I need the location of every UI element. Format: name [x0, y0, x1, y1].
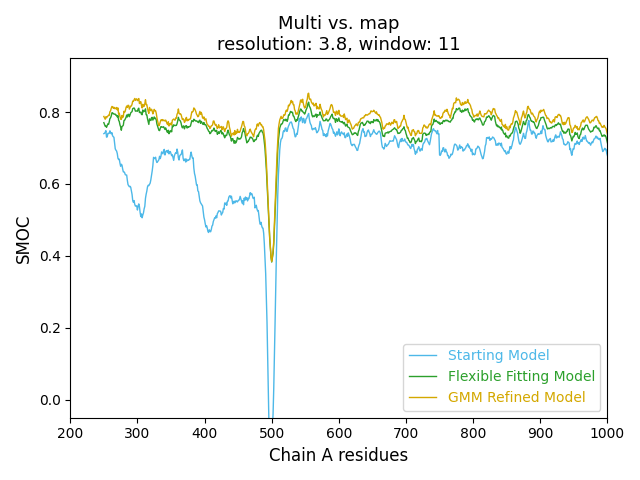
Flexible Fitting Model [305, 99, 312, 105]
GMM Refined Model [602, 125, 609, 131]
Flexible Fitting Model [100, 120, 108, 126]
GMM Refined Model [460, 102, 467, 108]
Flexible Fitting Model [460, 109, 467, 115]
Flexible Fitting Model [604, 140, 611, 146]
Title: Multi vs. map
resolution: 3.8, window: 11: Multi vs. map resolution: 3.8, window: 1… [217, 15, 461, 54]
Flexible Fitting Model [602, 132, 609, 138]
X-axis label: Chain A residues: Chain A residues [269, 447, 408, 465]
Line: Starting Model: Starting Model [104, 113, 607, 429]
Legend: Starting Model, Flexible Fitting Model, GMM Refined Model: Starting Model, Flexible Fitting Model, … [403, 344, 600, 411]
Starting Model [100, 131, 108, 136]
Flexible Fitting Model [268, 259, 276, 265]
Starting Model [602, 147, 609, 153]
Starting Model [305, 110, 312, 116]
Starting Model [178, 150, 186, 156]
Flexible Fitting Model [324, 118, 332, 124]
Line: Flexible Fitting Model: Flexible Fitting Model [104, 102, 607, 262]
Starting Model [398, 135, 406, 141]
Flexible Fitting Model [178, 123, 186, 129]
GMM Refined Model [604, 132, 611, 137]
GMM Refined Model [479, 114, 486, 120]
Starting Model [324, 133, 332, 139]
Starting Model [460, 148, 467, 154]
Starting Model [604, 153, 611, 158]
GMM Refined Model [398, 119, 406, 124]
Line: GMM Refined Model: GMM Refined Model [104, 93, 607, 261]
GMM Refined Model [100, 114, 108, 120]
Starting Model [265, 426, 273, 432]
Flexible Fitting Model [398, 127, 406, 133]
GMM Refined Model [305, 90, 312, 96]
Flexible Fitting Model [479, 122, 486, 128]
GMM Refined Model [324, 111, 332, 117]
GMM Refined Model [268, 258, 276, 264]
Starting Model [479, 156, 486, 162]
Y-axis label: SMOC: SMOC [15, 213, 33, 263]
GMM Refined Model [178, 114, 186, 120]
